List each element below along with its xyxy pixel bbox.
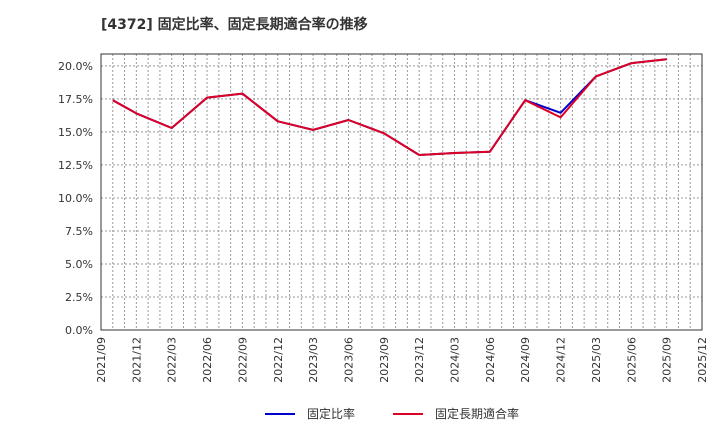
legend-item-fixed-long-term-ratio: 固定長期適合率 [393,405,519,422]
legend-label: 固定比率 [307,407,356,421]
y-tick-label: 17.5% [58,93,93,106]
legend-item-fixed-ratio: 固定比率 [265,405,355,422]
x-tick-label: 2023/09 [378,337,391,383]
x-tick-label: 2021/12 [130,337,143,383]
x-tick-label: 2023/12 [413,337,426,383]
legend: 固定比率 固定長期適合率 [0,405,720,425]
y-tick-label: 12.5% [58,159,93,172]
y-tick-label: 15.0% [58,126,93,139]
x-axis-ticks: 2021/09 2021/12 2022/03 2022/06 2022/09 2022/… [95,337,709,383]
x-tick-label: 2022/09 [236,337,249,383]
y-axis-ticks: 0.0% 2.5% 5.0% 7.5% 10.0% 12.5% 15.0% 17.5% 20.0… [58,60,93,337]
x-tick-label: 2024/09 [519,337,532,383]
x-tick-label: 2025/09 [661,337,674,383]
y-tick-label: 7.5% [65,225,93,238]
plot-frame [100,53,703,331]
legend-label: 固定長期適合率 [435,407,520,421]
chart-title: [4372] 固定比率、固定長期適合率の推移 [101,17,368,33]
legend-swatch-blue [265,412,295,415]
x-tick-label: 2022/12 [272,337,285,383]
y-tick-label: 5.0% [65,258,93,271]
y-tick-label: 20.0% [58,60,93,73]
x-tick-label: 2021/09 [95,337,108,383]
x-tick-label: 2025/03 [590,337,603,383]
x-tick-label: 2022/06 [201,337,214,383]
y-tick-label: 10.0% [58,192,93,205]
y-tick-label: 0.0% [65,324,93,337]
legend-swatch-red [393,412,423,415]
y-tick-label: 2.5% [65,291,93,304]
x-tick-label: 2024/06 [484,337,497,383]
x-tick-label: 2024/12 [555,337,568,383]
x-tick-label: 2023/06 [342,337,355,383]
x-tick-label: 2022/03 [166,337,179,383]
data-series [112,58,667,156]
x-tick-label: 2025/06 [625,337,638,383]
grid-lines [101,54,702,330]
x-tick-label: 2024/03 [449,337,462,383]
x-tick-label: 2023/03 [307,337,320,383]
x-tick-label: 2025/12 [696,337,709,383]
series-fixed-long-term-ratio [112,58,667,156]
